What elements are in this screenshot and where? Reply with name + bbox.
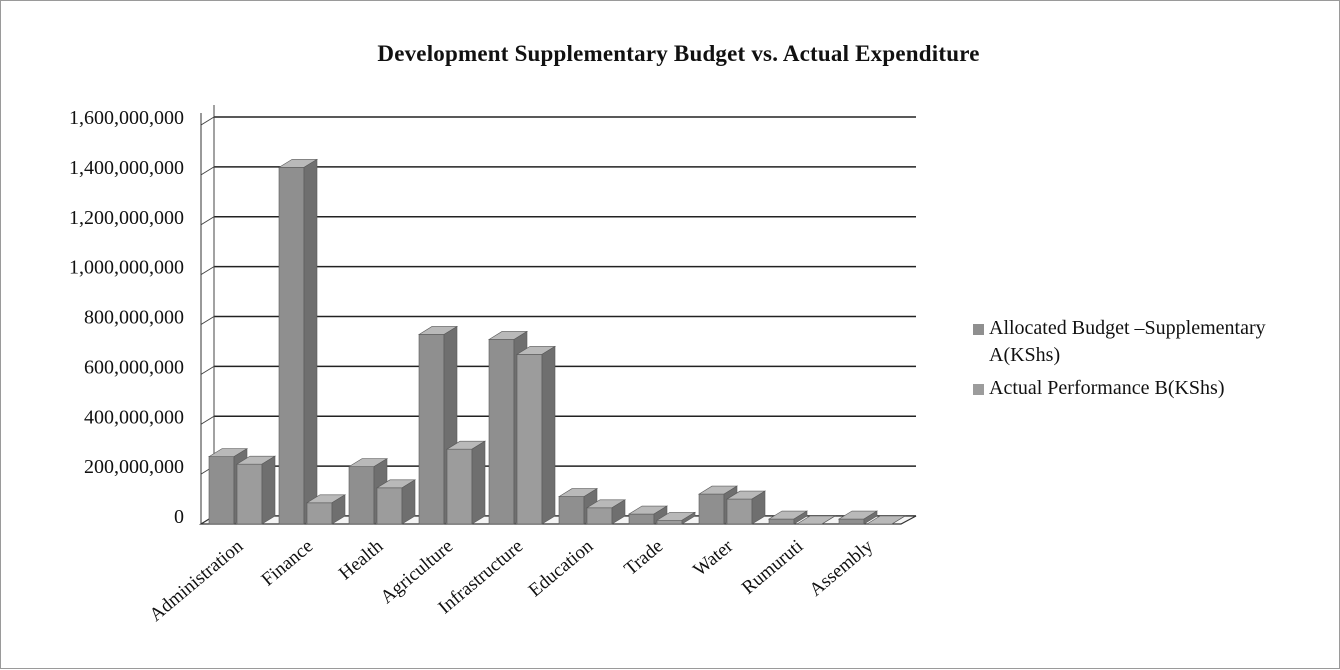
legend-label-allocated: Allocated Budget –Supplementary A(KShs)	[989, 317, 1266, 366]
y-tick-label: 1,200,000,000	[69, 207, 184, 229]
y-tick-label: 200,000,000	[84, 456, 184, 478]
legend-label-actual: Actual Performance B(KShs)	[989, 377, 1225, 399]
x-category-label: Health	[335, 535, 388, 584]
side-wall-tick	[200, 365, 215, 375]
legend: Allocated Budget –Supplementary A(KShs) …	[969, 315, 1339, 408]
bar-actual	[865, 515, 907, 525]
bar-allocated	[627, 505, 669, 525]
chart-title: Development Supplementary Budget vs. Act…	[377, 41, 980, 66]
y-axis: 0 200,000,000 400,000,000 600,000,000 800,00…	[69, 105, 215, 528]
bar-actual	[235, 455, 277, 525]
y-tick-label: 400,000,000	[84, 406, 184, 428]
legend-swatch-actual	[973, 384, 984, 395]
bar-actual	[655, 511, 697, 525]
bar-actual	[725, 490, 767, 525]
legend-item-allocated: Allocated Budget –Supplementary A(KShs)	[969, 315, 1339, 369]
y-tick-label: 800,000,000	[84, 307, 184, 329]
bar-allocated	[417, 325, 459, 525]
side-wall-tick	[200, 415, 215, 425]
y-tick-label: 600,000,000	[84, 356, 184, 378]
side-wall-tick	[200, 216, 215, 226]
y-tick-label: 1,000,000,000	[69, 257, 184, 279]
legend-swatch-allocated	[973, 324, 984, 335]
bars	[207, 158, 907, 525]
bar-actual	[305, 494, 347, 525]
side-wall-tick	[200, 116, 215, 126]
x-category-label: Water	[689, 535, 737, 580]
bar-allocated	[767, 510, 809, 525]
bar-allocated	[277, 158, 319, 525]
bar-allocated	[837, 510, 879, 525]
y-tick-label: 1,600,000,000	[69, 107, 184, 129]
bar-actual	[585, 499, 627, 525]
legend-item-actual: Actual Performance B(KShs)	[969, 375, 1339, 402]
x-category-label: Assembly	[805, 535, 877, 600]
x-category-label: Education	[525, 535, 598, 601]
x-category-label: Finance	[258, 536, 318, 591]
bar-actual	[375, 479, 417, 525]
x-category-label: Trade	[620, 536, 667, 580]
y-tick-label: 0	[174, 506, 184, 528]
x-axis-labels: Administration Finance HealthAgricultureIn…	[146, 535, 878, 625]
y-tick-label: 1,400,000,000	[69, 157, 184, 179]
x-category-label: Rumuruti	[738, 536, 807, 599]
bar-actual	[445, 440, 487, 525]
bar-actual	[795, 515, 837, 525]
side-wall-tick	[200, 316, 215, 325]
bar-actual	[515, 345, 557, 525]
side-wall-tick	[200, 166, 215, 176]
side-wall-tick	[200, 266, 215, 276]
x-category-label: Administration	[146, 535, 248, 625]
